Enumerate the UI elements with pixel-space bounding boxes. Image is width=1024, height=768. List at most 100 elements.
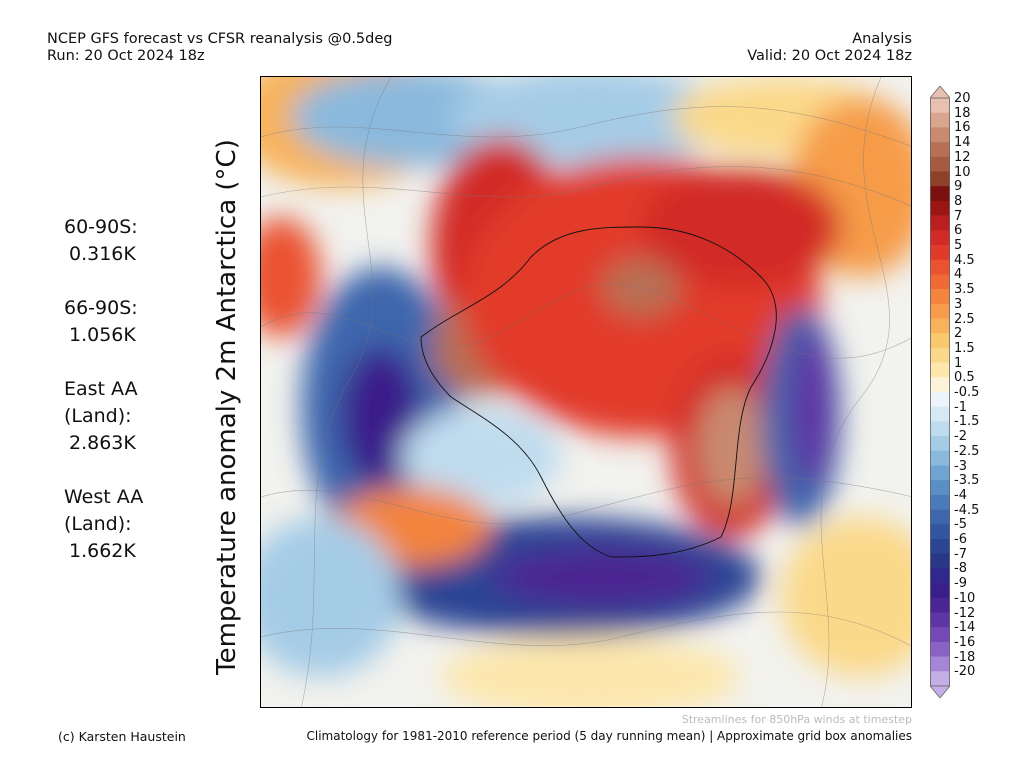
chart-title: NCEP GFS forecast vs CFSR reanalysis @0.… (47, 31, 393, 47)
colorbar-swatch (930, 494, 950, 510)
colorbar-swatch (930, 274, 950, 290)
stat-east-aa: East AA (Land): 2.863K (64, 376, 143, 457)
colorbar-swatch (930, 230, 950, 246)
colorbar-tick-label: -16 (954, 634, 976, 650)
anomaly-warm-se-corner (781, 517, 911, 677)
colorbar-swatch (930, 171, 950, 187)
anomaly-map (260, 76, 912, 708)
colorbar-tick-label: -2.5 (954, 443, 980, 459)
stat-label: East AA (Land): (64, 378, 138, 427)
colorbar-tick-label: -7 (954, 546, 967, 562)
colorbar-tick-label: 18 (954, 105, 971, 121)
colorbar-swatch (930, 142, 950, 158)
colorbar-swatch (930, 406, 950, 422)
colorbar-tick-label: -14 (954, 620, 976, 636)
colorbar-arrow-bottom (930, 685, 950, 698)
colorbar-swatch (930, 333, 950, 349)
colorbar-tick-label: -3.5 (954, 473, 980, 489)
stat-label: 66-90S: (64, 297, 138, 319)
colorbar-tick-label: 4 (954, 267, 963, 283)
colorbar-tick-label: 7 (954, 208, 963, 224)
streamline-note: Streamlines for 850hPa winds at timestep (681, 713, 912, 726)
anomaly-cold-w-core (341, 347, 421, 487)
colorbar-swatch (930, 112, 950, 128)
anomaly-warm-w (261, 217, 321, 337)
map-axis-label: Temperature anomaly 2m Antarctica (°C) (212, 139, 242, 675)
stat-value: 1.056K (69, 324, 136, 346)
colorbar-swatch (930, 465, 950, 481)
anomaly-map-svg (261, 77, 911, 707)
stat-label: 60-90S: (64, 216, 138, 238)
anomaly-warm-east (641, 167, 841, 287)
colorbar-swatch (930, 347, 950, 363)
colorbar-tick-label: -9 (954, 576, 967, 592)
stat-60-90s: 60-90S: 0.316K (64, 214, 143, 268)
climatology-note: Climatology for 1981-2010 reference peri… (306, 729, 913, 743)
coastline (420, 226, 777, 558)
run-time: Run: 20 Oct 2024 18z (47, 48, 205, 64)
colorbar-swatch (930, 671, 950, 687)
colorbar-tick-label: 2 (954, 326, 963, 342)
anomaly-field (261, 77, 911, 707)
colorbar-tick-label: 8 (954, 193, 963, 209)
colorbar (930, 86, 950, 698)
colorbar-swatch (930, 553, 950, 569)
colorbar-swatch (930, 392, 950, 407)
colorbar-swatch (930, 156, 950, 172)
colorbar-swatch (930, 303, 950, 319)
colorbar-tick-label: 2.5 (954, 311, 975, 327)
credit: (c) Karsten Haustein (58, 729, 186, 744)
colorbar-tick-label: -3 (954, 458, 967, 474)
colorbar-swatch (930, 627, 950, 643)
colorbar-tick-label: 3 (954, 296, 963, 312)
colorbar-swatch (930, 318, 950, 334)
colorbar-tick-label: -8 (954, 561, 967, 577)
valid-time: Valid: 20 Oct 2024 18z (747, 48, 912, 64)
colorbar-swatch (930, 480, 950, 496)
title-block: NCEP GFS forecast vs CFSR reanalysis @0.… (47, 31, 392, 65)
anomaly-hot-core-3 (696, 387, 766, 507)
colorbar-swatch (930, 450, 950, 466)
colorbar-tick-label: 6 (954, 223, 963, 239)
colorbar-tick-label: 0.5 (954, 370, 975, 386)
anomaly-cool-sw (261, 517, 401, 677)
analysis-label: Analysis (852, 31, 912, 47)
colorbar-tick-label: 4.5 (954, 252, 975, 268)
colorbar-swatch (930, 539, 950, 554)
anomaly-cold-s-core (491, 547, 711, 607)
streamlines (261, 77, 911, 707)
colorbar-swatch (930, 362, 950, 378)
colorbar-swatch (930, 583, 950, 599)
colorbar-swatch (930, 245, 950, 260)
colorbar-tick-label: 16 (954, 120, 971, 136)
colorbar-tick-label: -6 (954, 532, 967, 547)
stat-west-aa: West AA (Land): 1.662K (64, 484, 143, 565)
colorbar-swatch (930, 200, 950, 216)
colorbar-swatch (930, 127, 950, 143)
colorbar-swatch (930, 186, 950, 202)
stat-value: 2.863K (69, 432, 136, 454)
colorbar-tick-label: -0.5 (954, 385, 980, 400)
colorbar-swatch (930, 436, 950, 452)
colorbar-tick-label: 1.5 (954, 340, 975, 356)
colorbar-swatch (930, 259, 950, 275)
colorbar-swatch (930, 524, 950, 540)
anomaly-cold-e-core (789, 327, 833, 487)
colorbar-swatch (930, 98, 950, 113)
colorbar-swatch (930, 641, 950, 657)
colorbar-swatch (930, 568, 950, 584)
stat-value: 1.662K (69, 540, 136, 562)
colorbar-tick-label: -1 (954, 399, 967, 415)
colorbar-tick-label: -20 (954, 664, 976, 680)
colorbar-tick-label: -1.5 (954, 414, 980, 430)
colorbar-swatch (930, 509, 950, 525)
colorbar-arrow-top (930, 86, 950, 99)
stat-66-90s: 66-90S: 1.056K (64, 295, 143, 349)
colorbar-tick-label: -10 (954, 590, 976, 606)
colorbar-tick-label: 12 (954, 149, 971, 165)
colorbar-tick-label: 10 (954, 164, 971, 180)
colorbar-swatch (930, 597, 950, 613)
colorbar-tick-label: -5 (954, 517, 967, 533)
colorbar-tick-label: 1 (954, 355, 963, 371)
colorbar-tick-label: -12 (954, 605, 976, 621)
